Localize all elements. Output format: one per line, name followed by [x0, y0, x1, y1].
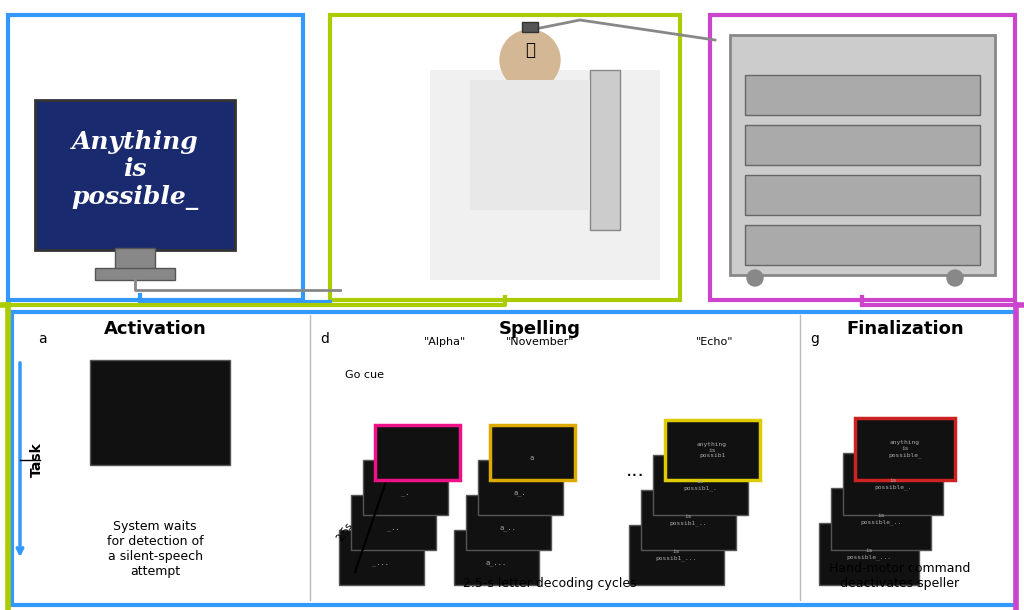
Text: Spelling: Spelling — [499, 320, 581, 338]
Bar — [855, 418, 955, 480]
Bar — [362, 460, 449, 515]
Text: "Alpha": "Alpha" — [424, 337, 466, 347]
Text: a_..: a_.. — [500, 525, 516, 531]
Bar — [466, 495, 551, 550]
Bar — [745, 125, 980, 165]
Text: 2.5-s letter decoding cycles: 2.5-s letter decoding cycles — [463, 577, 637, 590]
Circle shape — [746, 270, 763, 286]
Bar — [375, 425, 460, 480]
Bar — [0, 0, 1024, 305]
Text: a: a — [38, 332, 47, 346]
Bar — [470, 80, 590, 210]
Text: a_.: a_. — [514, 490, 526, 496]
Bar — [115, 248, 155, 270]
Bar — [522, 22, 538, 32]
Text: a: a — [529, 455, 535, 461]
Bar — [641, 490, 736, 550]
Bar — [90, 360, 230, 465]
Text: is
possible_.: is possible_. — [874, 478, 911, 490]
Text: is
possib1_..: is possib1_.. — [670, 514, 707, 526]
Text: Finalization: Finalization — [846, 320, 964, 338]
Bar — [0, 305, 1024, 610]
Text: _..: _.. — [387, 525, 399, 531]
Text: Go cue: Go cue — [345, 370, 384, 380]
Text: Task: Task — [30, 443, 44, 478]
Text: a_...: a_... — [485, 560, 507, 566]
Bar — [351, 495, 436, 550]
Text: 2.5s: 2.5s — [335, 521, 355, 544]
Bar — [8, 15, 303, 300]
Bar — [330, 15, 680, 300]
Bar — [339, 530, 424, 585]
Text: "Echo": "Echo" — [696, 337, 734, 347]
Text: is
possible_...: is possible_... — [847, 548, 892, 560]
Bar — [710, 15, 1015, 300]
Bar — [831, 488, 931, 550]
Bar — [454, 530, 539, 585]
Text: "November": "November" — [506, 337, 574, 347]
Bar — [745, 175, 980, 215]
Bar — [730, 35, 995, 275]
Bar — [590, 70, 620, 230]
Bar — [653, 455, 748, 515]
Bar — [745, 225, 980, 265]
Text: is
possib1_...: is possib1_... — [655, 549, 696, 561]
Text: anything
is
possible_: anything is possible_ — [888, 440, 922, 458]
Text: is
possib1_.: is possib1_. — [683, 479, 717, 490]
Text: is
possible_..: is possible_.. — [860, 513, 901, 525]
Text: _...: _... — [373, 560, 389, 566]
Bar — [95, 268, 175, 280]
Circle shape — [947, 270, 963, 286]
Bar — [629, 525, 724, 585]
Bar — [430, 70, 660, 280]
Text: Activation: Activation — [103, 320, 207, 338]
Text: _.: _. — [400, 490, 410, 496]
Text: Hand-motor command
deactivates speller: Hand-motor command deactivates speller — [829, 562, 971, 590]
Bar — [665, 420, 760, 480]
Circle shape — [500, 30, 560, 90]
Bar — [745, 75, 980, 115]
Text: System waits
for detection of
a silent-speech
attempt: System waits for detection of a silent-s… — [106, 520, 204, 578]
Text: 🧠: 🧠 — [525, 41, 535, 59]
Text: d: d — [319, 332, 329, 346]
Text: ...: ... — [626, 461, 644, 479]
Bar — [12, 312, 1016, 605]
Bar — [490, 425, 575, 480]
Text: Anything
is
possible_: Anything is possible_ — [72, 130, 199, 210]
Bar — [819, 523, 919, 585]
Text: g: g — [810, 332, 819, 346]
Bar — [35, 100, 234, 250]
Text: anything
is
possib1: anything is possib1 — [697, 442, 727, 458]
Bar — [478, 460, 563, 515]
Bar — [843, 453, 943, 515]
